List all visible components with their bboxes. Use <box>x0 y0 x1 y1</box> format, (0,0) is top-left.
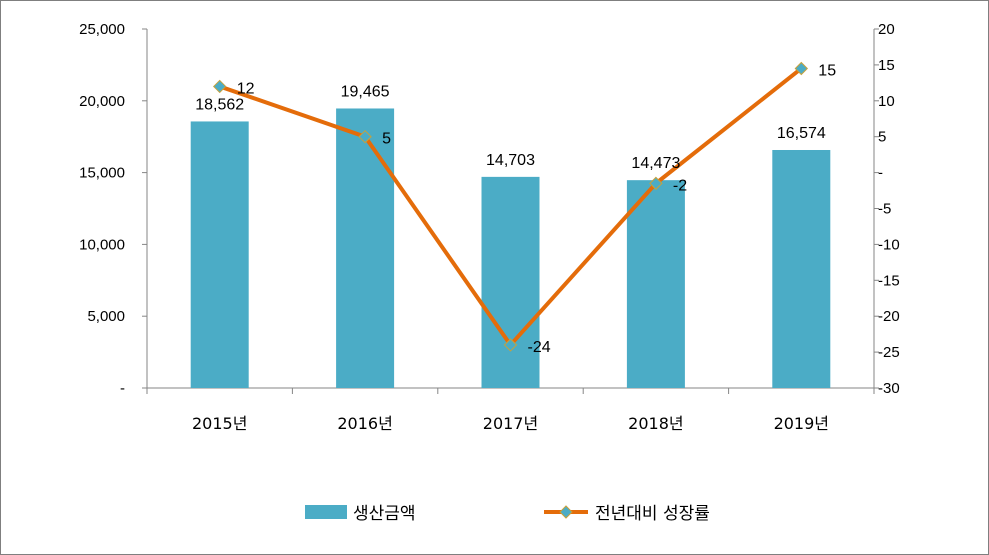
bar-data-label: 16,574 <box>777 125 826 142</box>
line-point-marker <box>503 338 518 352</box>
bar <box>336 108 395 388</box>
bar-data-label: 18,562 <box>195 96 244 113</box>
bar <box>626 180 685 388</box>
legend-label: 전년대비 성장률 <box>595 504 710 524</box>
line-data-label: 5 <box>382 131 391 148</box>
line-point-marker <box>358 129 372 144</box>
left-axis-tick-label: 5,000 <box>87 308 125 325</box>
x-axis-category-label: 2017년 <box>483 414 538 433</box>
left-axis-tick-label: 10,000 <box>79 236 125 253</box>
right-axis-tick-label: -10 <box>878 236 900 253</box>
left-axis-tick-label: - <box>120 380 125 397</box>
left-axis-tick-label: 20,000 <box>79 93 125 110</box>
right-axis-tick-label: 15 <box>878 57 895 74</box>
legend-label: 생산금액 <box>353 504 416 524</box>
legend-line-marker <box>559 505 573 519</box>
legend-swatch-bar <box>305 505 347 519</box>
right-axis-tick-label: -5 <box>878 201 891 218</box>
right-axis-tick-label: -25 <box>878 344 900 361</box>
right-axis-tick-label: - <box>878 165 883 182</box>
x-axis-category-label: 2016년 <box>337 414 392 433</box>
line-data-label: -2 <box>673 177 687 194</box>
bar <box>772 149 831 388</box>
right-axis-tick-label: 10 <box>878 93 895 110</box>
right-axis-tick-label: 20 <box>878 21 895 38</box>
bar-data-label: 14,473 <box>631 155 680 172</box>
left-axis-tick-label: 25,000 <box>79 21 125 38</box>
line-point-marker <box>649 176 663 191</box>
x-axis-category-label: 2015년 <box>192 414 247 433</box>
x-axis-category-label: 2019년 <box>774 414 829 433</box>
x-axis-category-label: 2018년 <box>628 414 683 433</box>
right-axis-tick-label: -15 <box>878 272 900 289</box>
line-point-marker <box>212 79 227 94</box>
right-axis-tick-label: -30 <box>878 380 900 397</box>
line-point-marker <box>794 61 809 76</box>
line-data-label: 15 <box>818 62 836 79</box>
bar <box>481 176 540 388</box>
right-axis-tick-label: -20 <box>878 308 900 325</box>
left-axis-tick-label: 15,000 <box>79 165 125 182</box>
line-data-label: -24 <box>528 339 551 356</box>
bar-data-label: 19,465 <box>341 83 390 100</box>
right-axis-tick-label: 5 <box>878 129 886 146</box>
line-data-label: 12 <box>237 80 255 97</box>
bar-data-label: 14,703 <box>486 152 535 169</box>
bar <box>190 121 249 388</box>
